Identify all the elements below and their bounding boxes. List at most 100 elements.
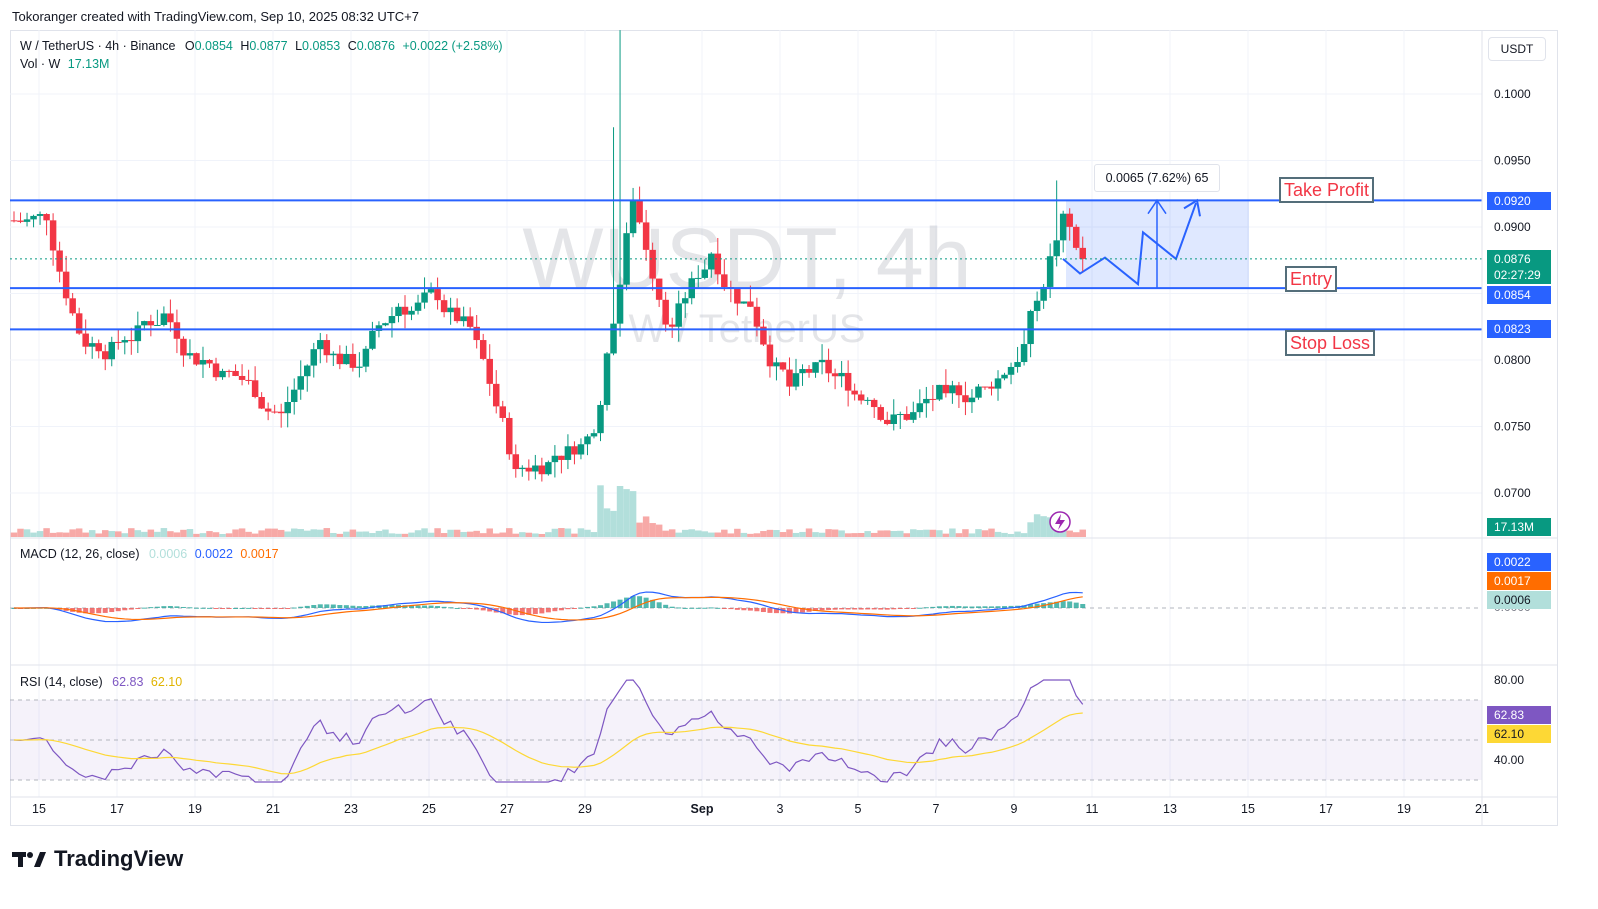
volume-bar — [43, 528, 50, 537]
volume-bar — [844, 533, 852, 537]
volume-bar — [825, 529, 832, 537]
macd-histogram-bar — [819, 608, 825, 611]
candle-body — [160, 313, 168, 325]
volume-bar — [219, 533, 226, 537]
tradingview-logo[interactable]: TradingView — [12, 846, 183, 872]
macd-histogram-bar — [734, 608, 740, 610]
candle-body — [101, 351, 109, 360]
candle-body — [1040, 286, 1047, 301]
candle-body — [304, 365, 311, 377]
volume-bar — [199, 533, 207, 537]
macd-histogram-bar — [226, 608, 232, 609]
macd-histogram-bar — [624, 597, 630, 608]
candle-body — [17, 220, 24, 222]
macd-histogram-bar — [343, 605, 349, 608]
candle-body — [603, 353, 611, 405]
candle-body — [121, 340, 129, 343]
volume-bar — [421, 528, 428, 537]
macd-histogram-bar — [324, 604, 330, 608]
volume-bar — [636, 522, 643, 537]
candle-body — [401, 306, 409, 315]
volume-bar — [30, 532, 37, 537]
stop-loss-price-tag: 0.0823 — [1487, 320, 1551, 338]
candle-body — [173, 322, 181, 339]
candle-body — [753, 306, 761, 327]
macd-histogram-bar — [637, 596, 643, 608]
volume-bar — [649, 523, 656, 537]
macd-histogram-bar — [239, 607, 245, 609]
volume-bar — [603, 508, 611, 537]
candle-body — [440, 300, 448, 313]
chart-frame — [10, 30, 1558, 826]
macd-histogram-bar — [448, 607, 454, 609]
high-label: H — [240, 39, 250, 53]
rsi-axis-80: 80.00 — [1487, 671, 1551, 689]
macd-histogram-bar — [865, 608, 871, 610]
volume-bar — [369, 533, 376, 537]
macd-histogram-bar — [128, 608, 134, 610]
candle-body — [1001, 374, 1008, 379]
open-label: O — [184, 39, 195, 53]
volume-bar — [1033, 514, 1041, 537]
currency-button[interactable]: USDT — [1488, 37, 1546, 61]
time-tick-label: Sep — [691, 802, 714, 816]
candle-body — [375, 325, 383, 331]
macd-pane — [10, 591, 1482, 624]
volume-bar — [277, 529, 285, 537]
macd-histogram-bar — [910, 608, 916, 609]
take-profit-price-tag: 0.0920 — [1487, 192, 1551, 210]
candle-body — [897, 413, 904, 415]
candle-body — [506, 417, 513, 455]
volume-bar — [128, 528, 135, 537]
candle-body — [388, 316, 396, 324]
candle-body — [466, 316, 474, 327]
volume-bar — [747, 533, 754, 537]
volume-bar — [88, 530, 96, 537]
macd-histogram-bar — [611, 601, 617, 608]
macd-histogram-bar — [519, 608, 525, 616]
volume-bar — [408, 532, 415, 537]
rsi-line — [13, 679, 1084, 783]
time-tick-label: 21 — [266, 802, 280, 816]
candle-body — [479, 340, 487, 359]
volume-bar — [245, 531, 252, 537]
volume-bar — [903, 533, 911, 537]
macd-histogram-bar — [813, 608, 819, 611]
candle-body — [519, 467, 526, 470]
entry-price-tag: 0.0854 — [1487, 286, 1551, 304]
macd-histogram-bar — [174, 606, 180, 608]
volume-bar — [284, 531, 291, 537]
volume-bar — [675, 532, 682, 537]
candle-body — [577, 444, 585, 455]
candle-body — [981, 386, 989, 388]
macd-histogram-bar — [467, 608, 473, 609]
macd-histogram-bar — [552, 608, 558, 612]
volume-bar — [708, 532, 715, 537]
volume-bar — [681, 529, 689, 537]
candle-body — [779, 362, 787, 370]
macd-histogram-bar — [291, 607, 297, 609]
volume-bar — [695, 530, 702, 537]
candle-body — [910, 412, 917, 420]
candle-body — [1066, 213, 1073, 227]
time-tick-label: 13 — [1163, 802, 1177, 816]
entry-label[interactable]: Entry — [1285, 266, 1338, 292]
candle-body — [1020, 344, 1028, 363]
candle-body — [721, 274, 728, 288]
macd-histogram-bar — [571, 608, 577, 609]
stop-loss-label[interactable]: Stop Loss — [1285, 330, 1376, 356]
volume-bar — [167, 531, 174, 537]
volume-bar — [62, 532, 70, 537]
volume-bar — [773, 530, 780, 537]
volume-bar — [883, 530, 891, 537]
macd-histogram-bar — [487, 608, 493, 612]
volume-bar — [981, 530, 989, 537]
macd-histogram-bar — [663, 604, 669, 608]
take-profit-label[interactable]: Take Profit — [1279, 177, 1375, 203]
volume-bar — [395, 533, 402, 537]
macd-histogram-bar — [845, 608, 851, 610]
volume-bar — [760, 531, 767, 537]
volume-price-tag: 17.13M — [1487, 518, 1551, 536]
macd-histogram-bar — [878, 608, 884, 610]
